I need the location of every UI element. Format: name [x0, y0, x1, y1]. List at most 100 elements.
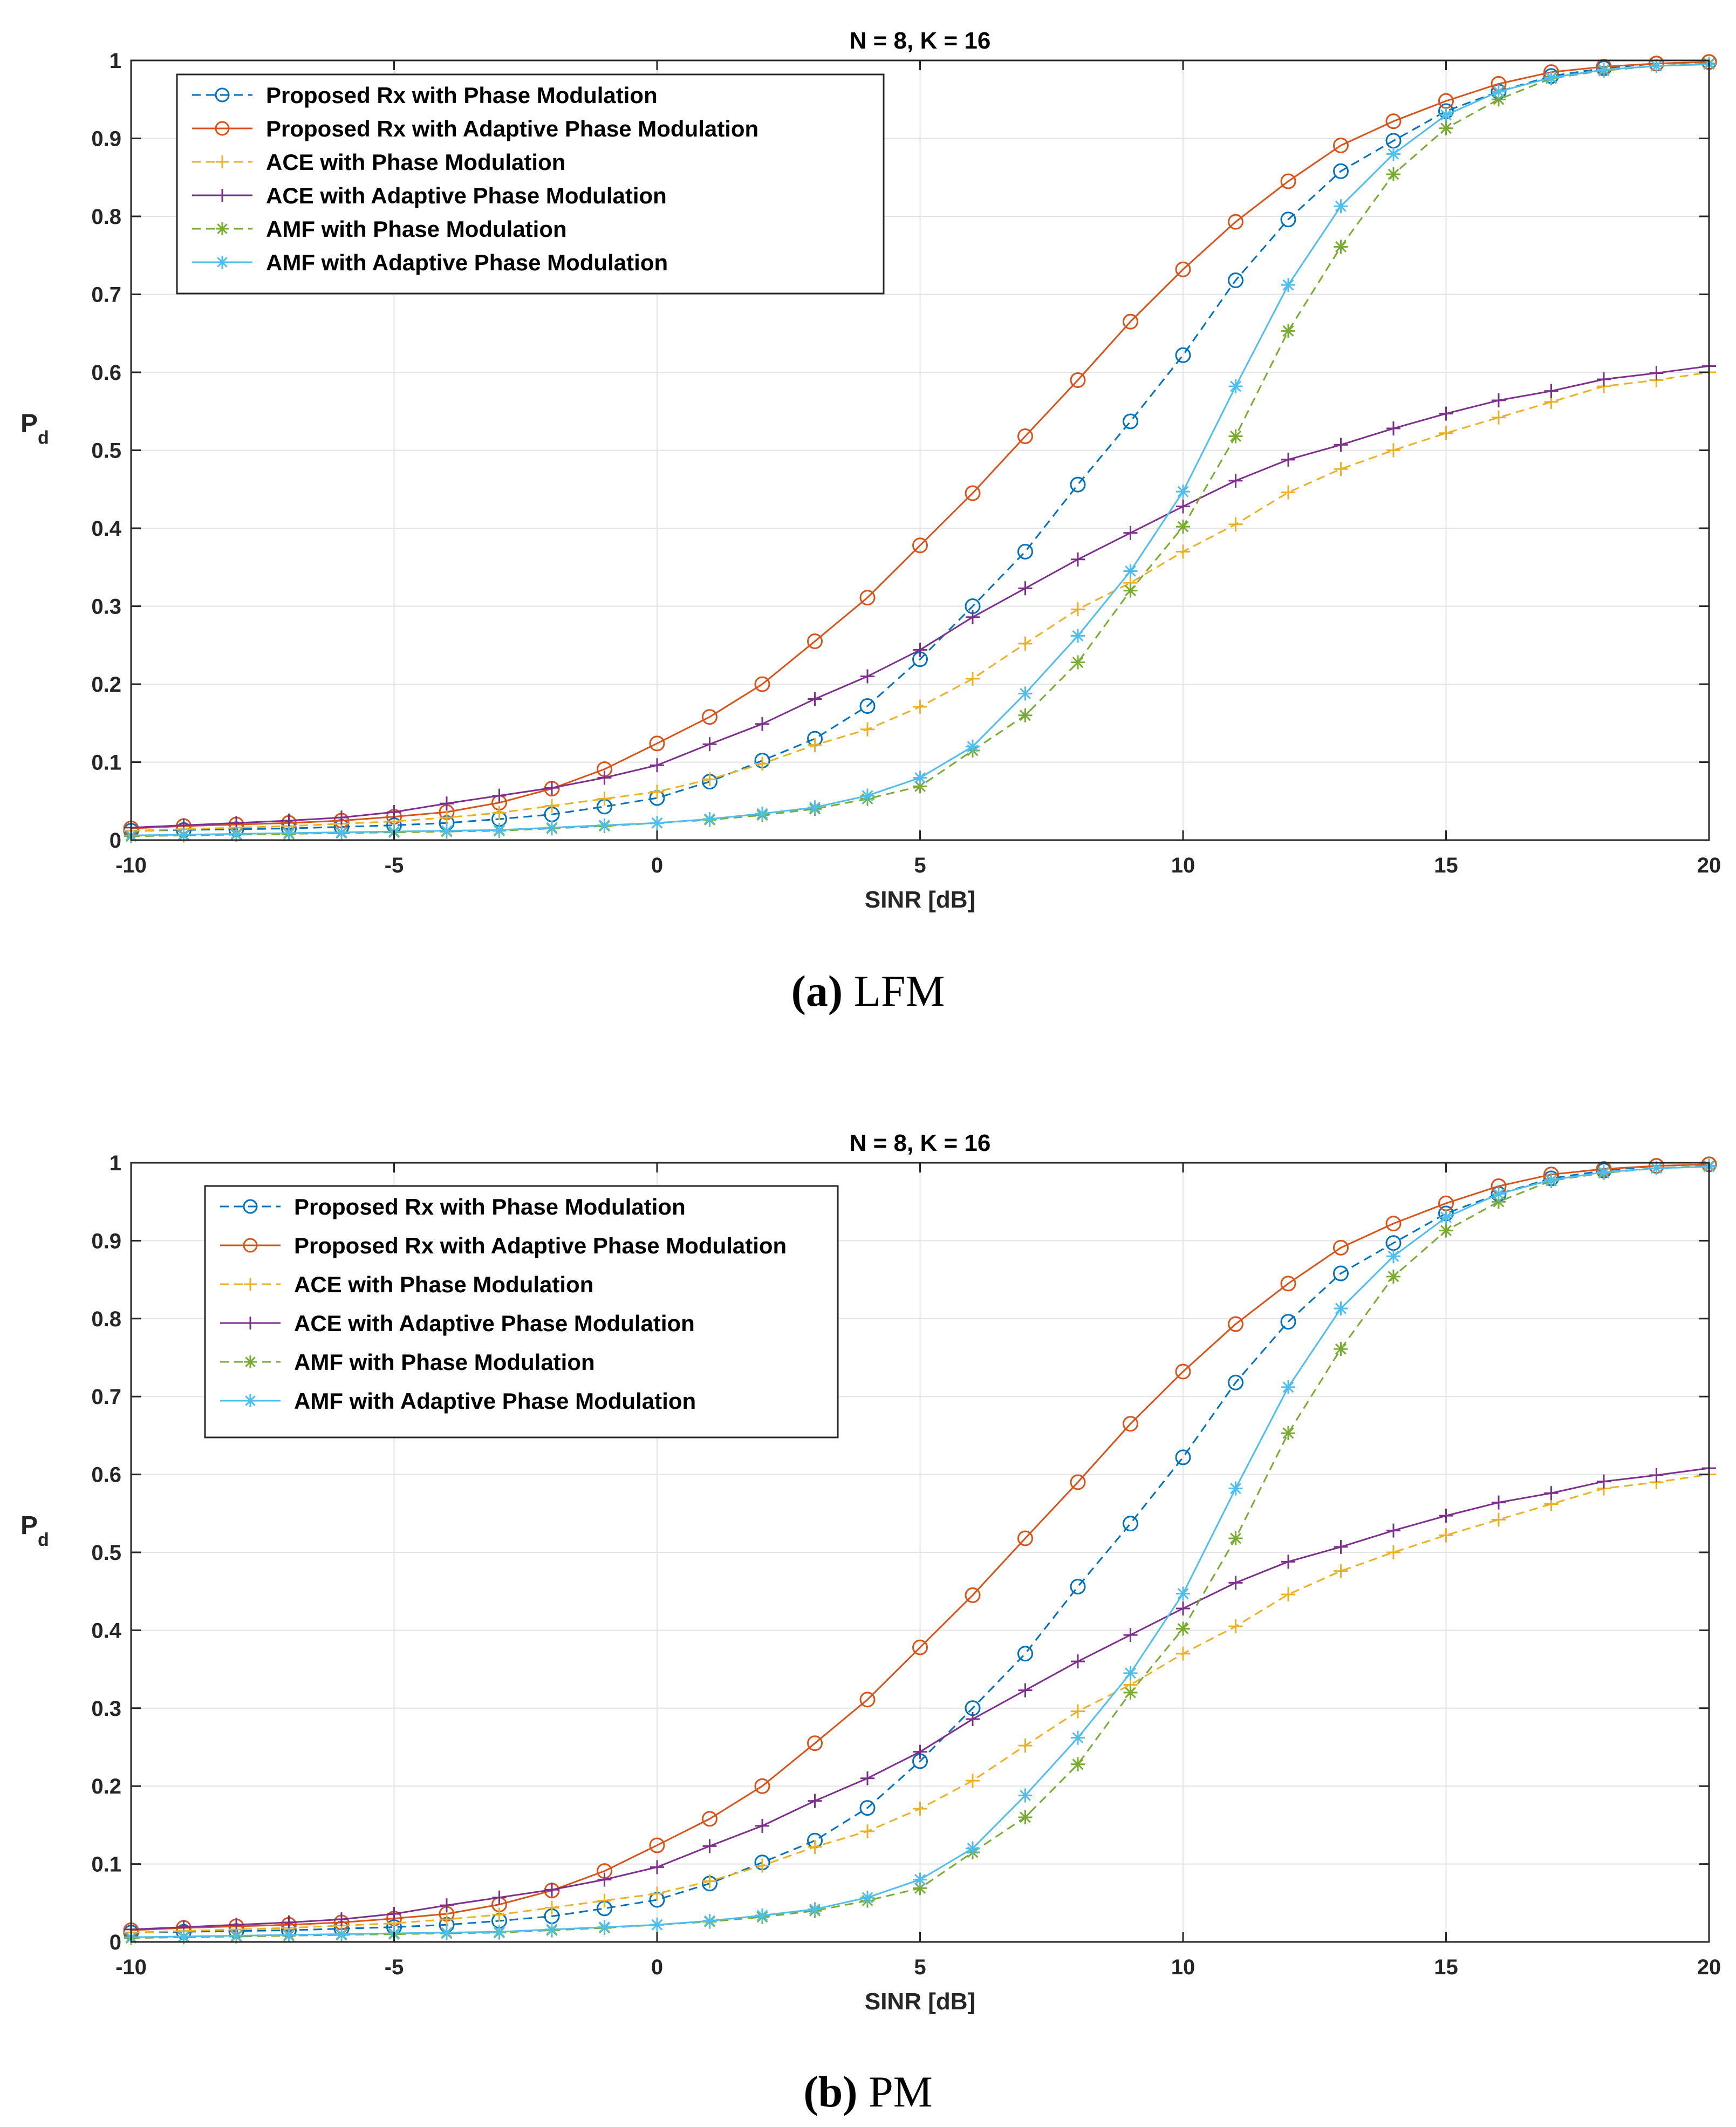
legend: Proposed Rx with Phase Modulation Propose…: [204, 1185, 839, 1439]
data-point: [1334, 1342, 1348, 1356]
legend-entry: AMF with Adaptive Phase Modulation: [220, 1388, 696, 1414]
data-point: [912, 1639, 928, 1655]
data-point: [1333, 1265, 1349, 1281]
data-point: [860, 1824, 874, 1838]
data-point: [1123, 526, 1138, 540]
y-tick-label: 0.2: [91, 1775, 121, 1798]
data-point: [1544, 1172, 1559, 1187]
data-point: [176, 827, 191, 842]
data-point: [597, 792, 612, 806]
series-line: [131, 1163, 1710, 1934]
data-point: [1071, 655, 1085, 670]
data-point: [1386, 1249, 1400, 1264]
data-point: [1123, 1666, 1138, 1680]
data-point: [912, 537, 928, 554]
data-point: [1228, 214, 1243, 230]
data-point: [1123, 583, 1138, 598]
data-point: [913, 771, 927, 785]
legend-entry: Proposed Rx with Phase Modulation: [192, 83, 658, 108]
data-point: [1386, 1269, 1400, 1284]
data-point: [1228, 1481, 1243, 1496]
data-point: [966, 1841, 980, 1856]
data-point: [1228, 1316, 1243, 1332]
data-point: [755, 756, 769, 771]
legend: Proposed Rx with Phase Modulation Propose…: [176, 73, 885, 295]
data-point: [1386, 1523, 1400, 1538]
data-point: [1544, 384, 1559, 398]
legend-marker: [244, 1394, 257, 1407]
x-tick-label: 10: [1171, 1955, 1195, 1979]
data-point: [1176, 1586, 1190, 1601]
data-point: [1280, 212, 1296, 228]
data-point: [1018, 1739, 1033, 1753]
data-point: [1176, 499, 1190, 514]
data-point: [859, 1692, 876, 1708]
data-point: [913, 643, 927, 657]
legend-marker: [244, 1278, 257, 1291]
legend-label: ACE with Phase Modulation: [266, 149, 565, 175]
data-point: [1281, 485, 1295, 500]
data-point: [702, 1811, 717, 1827]
y-tick-label: 0: [110, 1931, 121, 1954]
x-tick-label: -5: [385, 854, 404, 877]
y-axis-label-sub: d: [38, 428, 49, 448]
y-tick-label: 0.1: [91, 751, 121, 775]
data-point: [966, 1712, 980, 1727]
data-point: [492, 823, 507, 837]
data-point: [649, 1837, 665, 1853]
y-tick-label: 0: [110, 829, 121, 853]
data-point: [1385, 1216, 1402, 1232]
x-axis-label: SINR [dB]: [865, 1988, 975, 2015]
data-point: [650, 1918, 664, 1932]
legend-entry: ACE with Adaptive Phase Modulation: [192, 183, 667, 208]
data-point: [702, 1914, 717, 1928]
data-point: [702, 772, 717, 787]
data-point: [1176, 1621, 1190, 1636]
data-point: [282, 1915, 296, 1930]
x-tick-label: 15: [1434, 854, 1458, 877]
data-point: [1071, 1730, 1085, 1745]
data-point: [1385, 113, 1402, 129]
data-point: [1597, 372, 1611, 387]
data-point: [1018, 708, 1033, 722]
data-point: [1228, 1374, 1243, 1390]
x-tick-label: 0: [651, 854, 663, 877]
y-tick-label: 0.7: [91, 1385, 121, 1409]
data-point: [1386, 167, 1400, 181]
data-point: [597, 1920, 612, 1934]
legend-label: Proposed Rx with Adaptive Phase Modulati…: [266, 116, 758, 141]
data-point: [702, 737, 717, 752]
data-point: [1281, 324, 1295, 338]
legend-box: [204, 1185, 839, 1439]
data-point: [755, 717, 769, 731]
legend-label: Proposed Rx with Phase Modulation: [266, 83, 658, 108]
data-point: [1281, 1587, 1295, 1601]
data-point: [1439, 1509, 1453, 1523]
caption-a-text: LFM: [853, 966, 945, 1015]
data-point: [755, 1818, 769, 1833]
data-point: [597, 1893, 612, 1908]
data-point: [440, 1898, 454, 1913]
legend-entry: Proposed Rx with Phase Modulation: [220, 1194, 686, 1219]
data-point: [913, 699, 927, 714]
legend-entry: ACE with Phase Modulation: [220, 1272, 593, 1297]
data-point: [440, 796, 454, 811]
data-point: [1123, 1685, 1138, 1700]
x-tick-label: -10: [115, 854, 147, 877]
y-tick-label: 0.6: [91, 1463, 121, 1487]
data-point: [1333, 1239, 1349, 1256]
data-point: [387, 805, 401, 819]
data-point: [334, 1912, 348, 1927]
data-point: [1386, 443, 1400, 458]
data-point: [1281, 1380, 1295, 1394]
y-tick-label: 0.9: [91, 127, 121, 151]
x-tick-label: 20: [1697, 1955, 1721, 1979]
data-point: [545, 820, 559, 835]
data-point: [913, 779, 927, 794]
legend-marker: [243, 1238, 258, 1253]
data-point: [1649, 366, 1664, 380]
data-point: [650, 1860, 664, 1874]
data-point: [1492, 1512, 1506, 1527]
legend-marker: [215, 121, 230, 136]
